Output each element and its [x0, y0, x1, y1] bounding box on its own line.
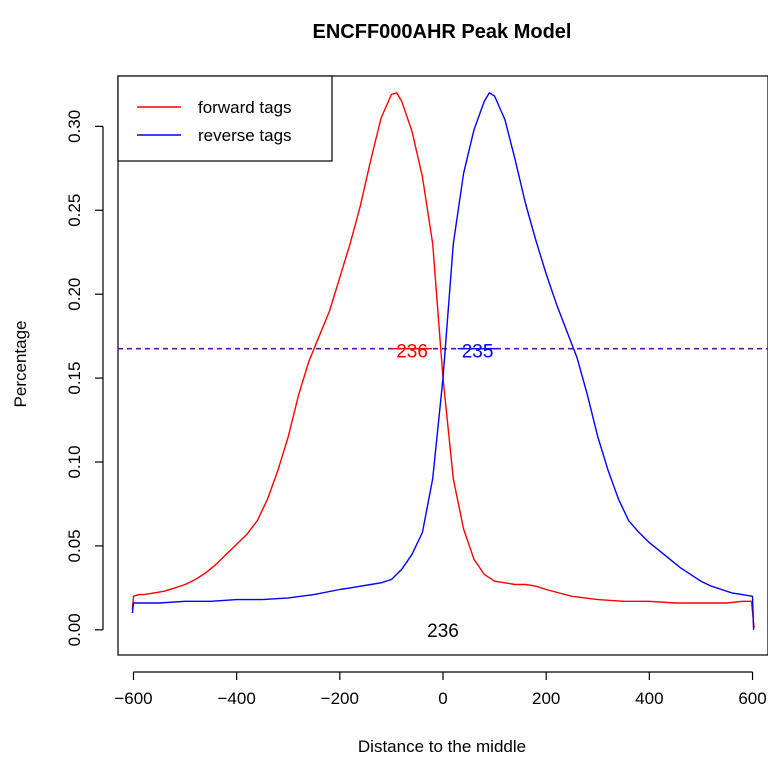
chart-title: ENCFF000AHR Peak Model [313, 21, 572, 43]
annotation-label: 235 [462, 341, 494, 362]
y-tick-label: 0.05 [65, 529, 84, 562]
y-tick-label: 0.00 [65, 613, 84, 646]
x-tick-label: −400 [218, 689, 256, 708]
x-tick-label: 600 [738, 689, 766, 708]
plot-area: −600 −400 −200 0 200 400 600 0.00 0.05 0.10 0.15 0.… [65, 75, 768, 708]
y-tick-label: 0.20 [65, 278, 84, 311]
y-tick-label: 0.25 [65, 194, 84, 227]
x-tick-label: −600 [114, 689, 152, 708]
y-tick-label: 0.15 [65, 362, 84, 395]
y-axis-label: Percentage [11, 321, 30, 408]
legend-label: forward tags [198, 98, 292, 117]
x-tick-label: 400 [635, 689, 663, 708]
x-tick-label: 0 [438, 689, 447, 708]
legend-label: reverse tags [198, 126, 292, 145]
annotation-label: 236 [427, 621, 459, 642]
x-axis-label: Distance to the middle [358, 737, 526, 756]
legend-box [117, 75, 333, 162]
x-tick-label: 200 [532, 689, 560, 708]
series-line-reverse [131, 92, 755, 630]
y-tick-label: 0.30 [65, 110, 84, 143]
plot-frame [117, 75, 768, 656]
y-tick-label: 0.10 [65, 445, 84, 478]
series-line-forward [131, 92, 755, 629]
x-tick-label: −200 [321, 689, 359, 708]
annotation-label: 236 [396, 341, 428, 362]
